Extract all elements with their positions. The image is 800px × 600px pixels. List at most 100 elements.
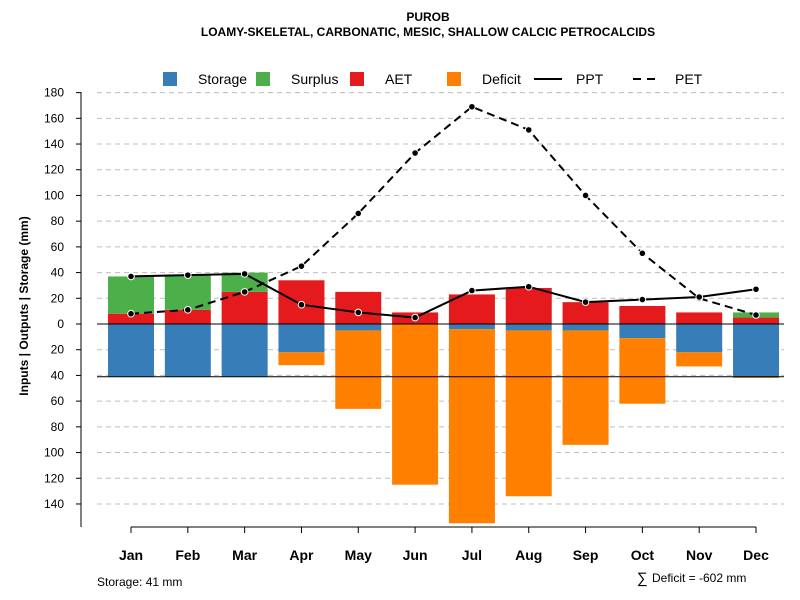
y-tick-label: 0 <box>57 317 64 331</box>
aet-bar <box>335 291 382 324</box>
y-tick-label: 40 <box>51 368 65 382</box>
x-tick-label: Sep <box>573 547 599 563</box>
storage-bar <box>505 324 552 331</box>
aet-bar <box>108 313 154 324</box>
legend-label: AET <box>385 71 413 87</box>
deficit-bar <box>278 352 325 366</box>
sum-symbol: ∑ <box>637 570 648 587</box>
series-lines <box>127 102 760 322</box>
pet-point <box>581 191 590 200</box>
deficit-bar <box>335 330 382 409</box>
y-tick-label: 140 <box>44 137 64 151</box>
chart-subtitle: LOAMY-SKELETAL, CARBONATIC, MESIC, SHALL… <box>201 25 655 39</box>
y-axis: 180 160 140 120 100 80 60 40 20 0 20 40 60 80 100 120 14… <box>44 86 82 527</box>
aet-bar <box>221 291 268 324</box>
ppt-point <box>184 271 192 279</box>
y-tick-label: 60 <box>51 240 65 254</box>
surplus-bar <box>108 276 154 314</box>
ppt-point <box>240 270 249 278</box>
deficit-bar <box>505 330 552 497</box>
storage-bar <box>733 324 780 377</box>
aet-bar <box>562 302 609 324</box>
y-tick-label: 100 <box>44 446 64 460</box>
y-tick-label: 80 <box>51 214 65 228</box>
deficit-bar <box>562 330 609 445</box>
pet-point <box>297 262 306 270</box>
pet-point <box>411 149 419 157</box>
storage-bar <box>562 324 609 331</box>
ppt-point <box>468 286 476 295</box>
pet-point <box>127 309 135 318</box>
legend-swatch <box>350 72 364 86</box>
storage-bar <box>335 324 382 331</box>
y-tick-label: 160 <box>44 111 64 125</box>
legend-label: Surplus <box>291 71 338 87</box>
ppt-point <box>524 282 533 291</box>
y-tick-label: 120 <box>44 471 64 485</box>
ppt-point <box>297 300 306 309</box>
surplus-bar <box>164 275 211 310</box>
legend-label: PET <box>675 71 703 87</box>
x-tick-label: Jun <box>403 547 428 563</box>
y-tick-label: 60 <box>51 394 65 408</box>
aet-bar <box>448 294 495 324</box>
pet-line <box>130 105 757 316</box>
deficit-bar <box>733 376 780 378</box>
pet-point <box>752 311 760 319</box>
legend: Storage Surplus AET Deficit PPT PET <box>163 71 703 87</box>
x-tick-label: Apr <box>289 547 314 563</box>
pet-point <box>524 126 533 134</box>
deficit-annotation: Deficit = -602 mm <box>652 571 746 585</box>
y-tick-label: 100 <box>44 188 64 202</box>
aet-bar <box>619 306 666 324</box>
ppt-point <box>752 285 760 294</box>
legend-swatch <box>447 72 461 86</box>
x-tick-label: Nov <box>686 547 713 563</box>
ppt-point <box>354 308 363 317</box>
y-tick-label: 40 <box>51 266 65 280</box>
pet-point <box>354 209 363 218</box>
ppt-point <box>581 298 590 306</box>
x-tick-label: Dec <box>743 547 769 563</box>
x-tick-label: Jul <box>462 547 482 563</box>
y-axis-label: Inputs | Outputs | Storage (mm) <box>17 216 31 395</box>
y-tick-label: 120 <box>44 163 64 177</box>
y-tick-label: 20 <box>51 291 65 305</box>
ppt-point <box>411 313 419 322</box>
x-tick-label: Oct <box>631 547 655 563</box>
y-tick-label: 20 <box>51 343 65 357</box>
deficit-bar <box>619 338 666 404</box>
legend-label: PPT <box>576 71 604 87</box>
legend-label: Deficit <box>482 71 521 87</box>
chart-title: PUROB <box>406 10 450 24</box>
y-tick-label: 140 <box>44 497 64 511</box>
deficit-bar <box>676 352 723 367</box>
pet-point <box>184 306 192 314</box>
x-axis: Jan Feb Mar Apr May Jun Jul Aug Sep Oct Nov Dec <box>119 526 769 563</box>
storage-bar <box>164 324 211 377</box>
legend-label: Storage <box>198 71 247 87</box>
legend-swatch <box>163 72 177 86</box>
bars <box>97 272 784 524</box>
deficit-bar <box>448 329 495 524</box>
gridlines <box>97 92 784 505</box>
x-tick-label: Jan <box>119 547 143 563</box>
pet-point <box>240 288 249 296</box>
aet-bar <box>676 312 723 324</box>
storage-annotation: Storage: 41 mm <box>97 575 182 589</box>
storage-bar <box>676 324 723 353</box>
ppt-line <box>130 272 757 319</box>
storage-bar <box>448 324 495 330</box>
pet-point <box>638 249 647 258</box>
surplus-bar <box>221 272 268 292</box>
storage-bar <box>278 324 325 353</box>
ppt-point <box>127 272 135 281</box>
ppt-point <box>638 295 647 304</box>
legend-swatch <box>256 72 270 86</box>
storage-bar <box>108 324 154 377</box>
aet-bar <box>505 288 552 324</box>
y-tick-label: 80 <box>51 420 65 434</box>
aet-bar <box>733 317 780 324</box>
storage-bar <box>221 324 268 377</box>
x-tick-label: May <box>345 547 372 563</box>
